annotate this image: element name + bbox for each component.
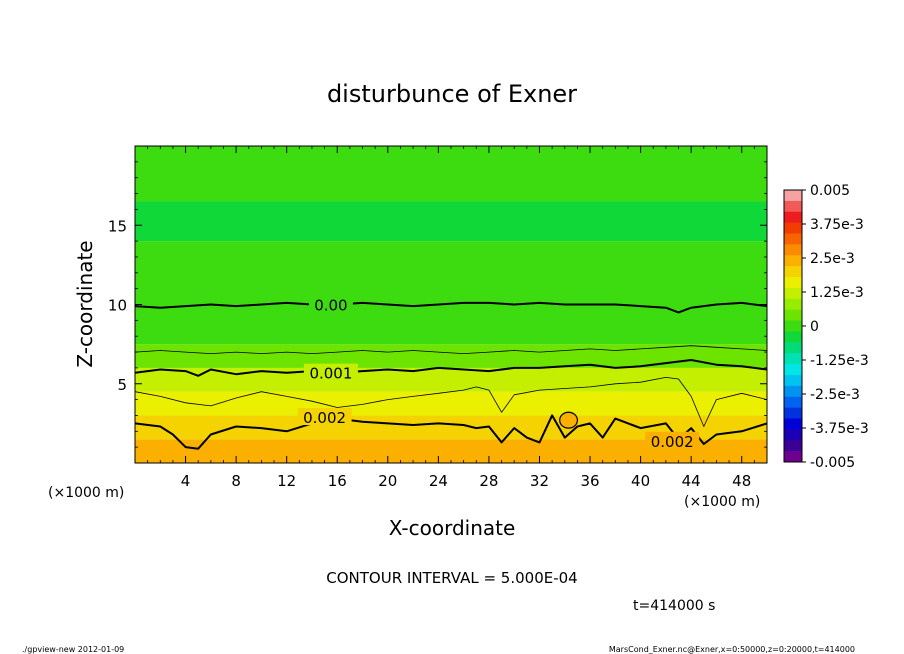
contour-line-0 [135,301,767,314]
contour-label-0: 0.00 [314,297,347,315]
colorbar-swatch-2 [784,211,802,224]
colorbar-swatch-17 [784,374,802,387]
colorbar-swatch-23 [784,440,802,452]
colorbar-swatch-21 [784,418,802,430]
colorbar-swatch-1 [784,200,802,213]
contour-label-bg-3 [645,431,700,449]
colorbar-swatch-3 [784,222,802,235]
field-band-1 [135,415,767,440]
x-tick-label-8: 36 [580,472,599,490]
y-tick-label-1: 10 [108,297,127,315]
time-text: t=414000 s [633,598,715,614]
colorbar-swatch-7 [784,266,802,278]
footer-source: MarsCond_Exner.nc@Exner,x=0:50000,z=0:20… [609,645,855,654]
field-band-0 [135,439,767,463]
colorbar-label-0: 0.005 [810,183,850,199]
x-tick-label-6: 28 [479,472,498,490]
footer-program: ./gpview-new 2012-01-09 [22,645,124,654]
field-band-7 [135,201,767,242]
contour-label-2: 0.002 [303,409,346,427]
x-axis-ticks: 4 8 12 16 20 24 28 32 36 40 44 48 [147,146,755,490]
field-band-6 [135,241,767,305]
y-unit-label: (×1000 m) [48,485,124,501]
field-band-5 [135,304,767,345]
x-unit-label: (×1000 m) [684,494,760,510]
x-tick-label-10: 44 [682,472,701,490]
contour-label-bg-0 [308,295,353,313]
colorbar-label-1: 3.75e-3 [810,217,864,233]
colorbar-swatch-18 [784,385,802,398]
y-tick-label-0: 5 [117,376,127,394]
colorbar-swatch-19 [784,396,802,409]
colorbar-label-4: 0 [810,319,819,335]
colorbar-labels: 0.005 3.75e-3 2.5e-3 1.25e-3 0 -1.25e-3 -2.5e-… [802,183,869,471]
x-tick-label-9: 40 [631,472,650,490]
field-band-2 [135,391,767,416]
colorbar-swatch-10 [784,298,802,311]
contour-line-1 [135,345,767,355]
contour-label-1: 0.001 [309,365,352,383]
contour-line-3 [135,376,767,427]
x-tick-label-4: 20 [378,472,397,490]
contour-label-bg-1 [303,363,358,381]
colorbar-swatch-24 [784,451,802,463]
colorbar-label-3: 1.25e-3 [810,285,864,301]
colorbar [783,189,803,463]
y-axis-ticks: 5 10 15 [108,161,767,448]
colorbar-swatch-8 [784,277,802,289]
contour-lines [135,301,767,450]
colorbar-swatch-16 [784,364,802,376]
colorbar-label-6: -2.5e-3 [810,387,860,403]
field-band-4 [135,344,767,368]
y-axis-label: Z-coordinate [73,240,97,367]
colorbar-swatch-0 [784,190,802,202]
colorbar-swatch-13 [784,331,802,343]
colorbar-swatch-14 [784,342,802,354]
color-field [135,146,767,463]
colorbar-label-8: -0.005 [810,455,855,471]
y-tick-label-2: 15 [108,217,127,235]
x-tick-label-7: 32 [530,472,549,490]
colorbar-swatch-11 [784,309,802,322]
colorbar-swatch-22 [784,429,802,441]
contour-label-3: 0.002 [651,433,694,451]
colorbar-swatch-6 [784,255,802,267]
colorbar-label-5: -1.25e-3 [810,353,869,369]
contour-ring-0 [559,411,578,429]
field-band-3 [135,367,767,392]
field-band-8 [135,146,767,202]
x-tick-label-3: 16 [328,472,347,490]
chart-title: disturbunce of Exner [327,80,577,108]
colorbar-swatch-12 [784,320,802,332]
x-tick-label-5: 24 [429,472,448,490]
colorbar-swatch-20 [784,407,802,419]
colorbar-swatch-5 [784,244,802,256]
x-tick-label-1: 8 [231,472,241,490]
colorbar-swatch-15 [784,353,802,365]
colorbar-swatch-4 [784,233,802,245]
x-tick-label-0: 4 [181,472,191,490]
contour-line-2 [135,359,767,377]
colorbar-label-2: 2.5e-3 [810,251,855,267]
x-axis-label: X-coordinate [389,516,516,540]
contour-interval-text: CONTOUR INTERVAL = 5.000E-04 [326,569,577,587]
colorbar-swatch-9 [784,287,802,300]
contour-line-4 [135,414,767,450]
x-tick-label-11: 48 [732,472,751,490]
contour-label-bg-2 [297,408,352,426]
contour-labels: 0.00 0.001 0.002 0.002 [297,295,700,451]
x-tick-label-2: 12 [277,472,296,490]
colorbar-label-7: -3.75e-3 [810,421,869,437]
